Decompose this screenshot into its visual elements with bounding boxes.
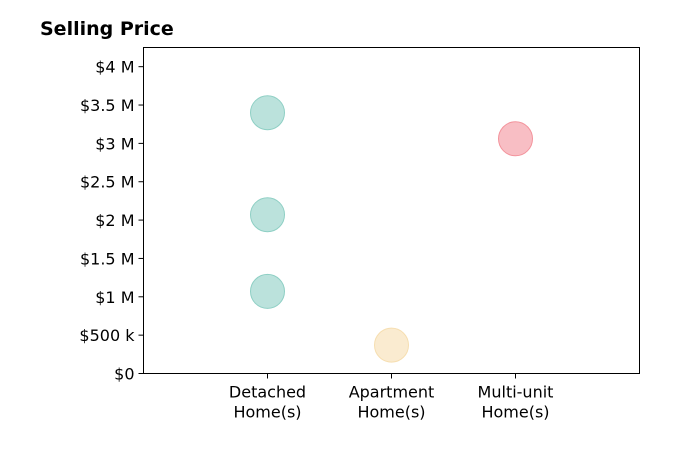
x-axis: Detached Home(s) Apartment Home(s) Multi-uni… — [229, 373, 554, 422]
y-axis: $0 $500 k $1 M $1.5 M $2 M $2.5 M $3 M $3.5 M $4… — [79, 58, 144, 384]
y-tick-label: $2.5 M — [80, 173, 135, 192]
y-tick-label: $1 M — [95, 288, 134, 307]
y-tick-label: $1.5 M — [80, 249, 135, 268]
data-point — [498, 121, 533, 157]
y-tick-label: $4 M — [95, 58, 134, 77]
y-tick-label: $3.5 M — [80, 96, 135, 115]
data-point — [374, 327, 409, 363]
data-point — [250, 95, 285, 131]
data-point — [250, 273, 285, 309]
chart-title: Selling Price — [40, 18, 174, 40]
x-tick-label: Apartment Home(s) — [349, 383, 435, 422]
y-tick-label: $0 — [114, 365, 134, 384]
data-points — [250, 95, 533, 363]
y-tick-label: $3 M — [95, 134, 134, 153]
y-tick-label: $2 M — [95, 211, 134, 230]
plot-frame — [143, 47, 640, 374]
x-tick-label: Detached Home(s) — [229, 383, 306, 422]
y-tick-label: $500 k — [79, 326, 135, 345]
x-tick-label: Multi-unit Home(s) — [478, 383, 554, 422]
data-point — [250, 197, 285, 233]
